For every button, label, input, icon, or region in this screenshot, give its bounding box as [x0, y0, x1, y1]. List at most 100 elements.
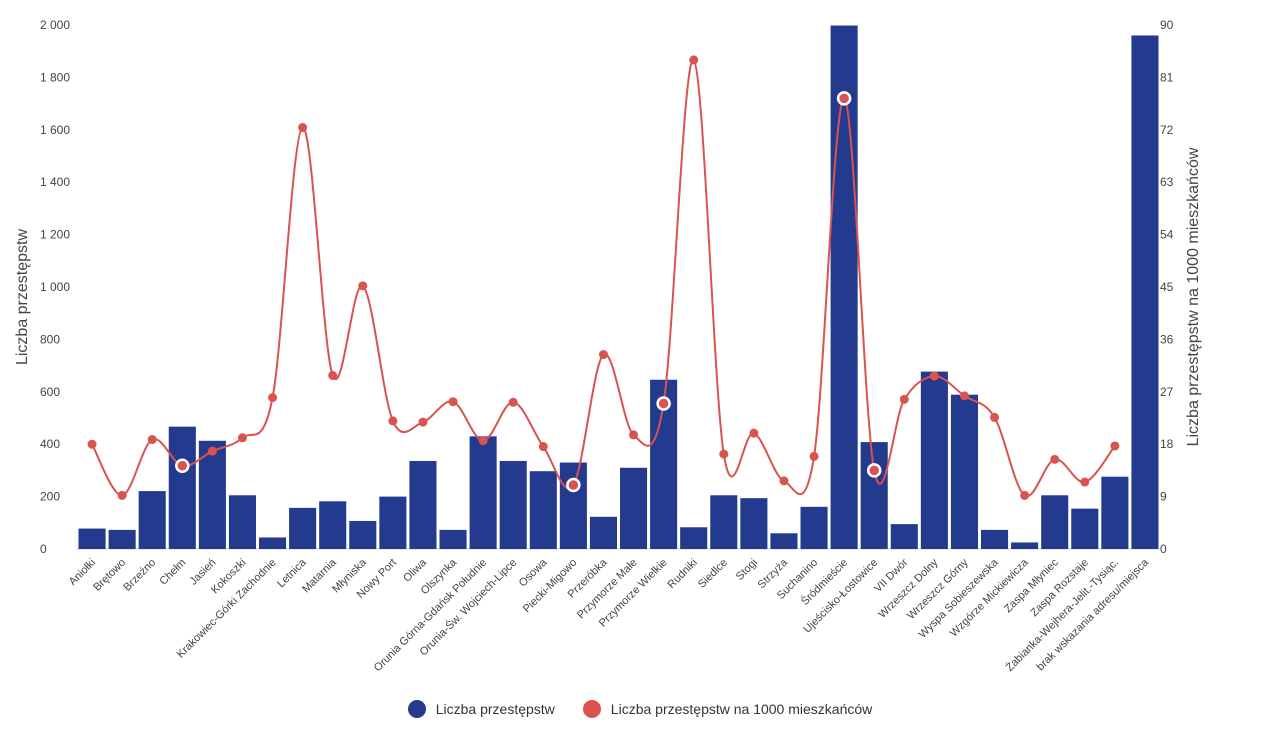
- bar: [379, 496, 407, 549]
- bar: [830, 25, 858, 550]
- y-left-tick-label: 0: [40, 542, 47, 556]
- line-point: [87, 439, 97, 449]
- line-point: [448, 397, 458, 407]
- bar: [800, 506, 828, 549]
- bar: [529, 471, 557, 549]
- line-point: [328, 370, 338, 380]
- bar: [409, 460, 437, 549]
- bar: [1101, 476, 1129, 549]
- line-point-highlighted: [866, 463, 882, 478]
- bar: [770, 533, 798, 549]
- y-right-axis-title: Liczba przestępstw na 1000 mieszkańców: [1185, 147, 1202, 446]
- line-point: [508, 397, 518, 407]
- y-left-tick-label: 1 000: [40, 280, 70, 294]
- line-point: [418, 417, 428, 427]
- x-tick-label: Siedlce: [696, 557, 730, 591]
- y-right-tick-label: 72: [1160, 123, 1174, 137]
- y-right-tick-label: 45: [1160, 280, 1174, 294]
- legend-swatch-bars: [407, 700, 426, 718]
- line-point-highlighted: [656, 396, 671, 411]
- bar: [349, 520, 377, 549]
- bar: [890, 524, 918, 549]
- y-left-tick-label: 800: [40, 332, 60, 346]
- bar: [710, 495, 738, 549]
- y-left-tick-label: 400: [40, 437, 60, 451]
- legend-label-bars: Liczba przestępstw: [435, 701, 555, 717]
- bar: [469, 436, 497, 549]
- combo-chart: 0 200 400 600 800 1 000 1 200 1 400 1 600 1 800 2 …: [14, 18, 1202, 674]
- y-right-tick-label: 9: [1160, 490, 1167, 504]
- bar: [981, 529, 1009, 549]
- bar: [589, 516, 617, 549]
- y-right-tick-label: 18: [1160, 437, 1174, 451]
- y-left-tick-label: 600: [40, 385, 60, 399]
- bar: [1011, 542, 1039, 549]
- x-tick-label: Brzeźno: [121, 557, 158, 594]
- line-point: [298, 122, 308, 132]
- line-point: [749, 428, 759, 438]
- bar: [559, 462, 587, 549]
- line-point: [629, 430, 639, 440]
- bar: [228, 495, 256, 549]
- y-right-tick-label: 54: [1160, 228, 1174, 242]
- bar: [920, 371, 948, 549]
- bar: [78, 528, 106, 549]
- bar: [289, 507, 317, 549]
- chart-legend: Liczba przestępstw Liczba przestępstw na…: [0, 700, 1280, 718]
- line-point: [1050, 454, 1060, 464]
- bar: [1131, 35, 1159, 550]
- line-point: [478, 436, 488, 446]
- bar: [950, 394, 978, 549]
- line-point: [538, 442, 548, 452]
- line-point: [1110, 441, 1120, 451]
- line-point: [358, 281, 368, 291]
- line-point-highlighted: [836, 91, 852, 106]
- line-point: [117, 490, 127, 500]
- y-right-tick-label: 0: [1160, 542, 1167, 556]
- y-left-axis-title: Liczba przestępstw: [14, 229, 31, 366]
- line-point: [809, 451, 819, 461]
- line-point: [689, 55, 699, 65]
- legend-item-line[interactable]: Liczba przestępstw na 1000 mieszkańców: [582, 700, 872, 718]
- x-tick-label: Brętowo: [91, 557, 128, 594]
- legend-item-bars[interactable]: Liczba przestępstw: [407, 700, 555, 718]
- bar: [740, 498, 768, 549]
- line-point: [147, 435, 157, 445]
- legend-swatch-line: [582, 700, 601, 718]
- bar: [1071, 508, 1099, 549]
- y-left-tick-label: 1 600: [40, 123, 70, 137]
- y-right-tick-label: 27: [1160, 385, 1174, 399]
- line-point: [237, 433, 247, 443]
- bar: [499, 460, 527, 549]
- x-tick-label: Oliwa: [401, 556, 430, 585]
- y-right-tick-label: 81: [1160, 70, 1174, 84]
- bar: [439, 529, 467, 549]
- bar: [680, 527, 708, 549]
- line-point-highlighted: [175, 458, 190, 473]
- line-point: [899, 394, 909, 404]
- y-left-tick-label: 1 400: [40, 175, 70, 189]
- line-point: [598, 350, 608, 360]
- y-left-tick-label: 2 000: [40, 18, 70, 32]
- y-left-tick-label: 1 200: [40, 228, 70, 242]
- bar: [620, 467, 648, 549]
- y-right-tick-label: 63: [1160, 175, 1174, 189]
- line-point: [207, 446, 217, 456]
- line-point: [1020, 490, 1030, 500]
- y-right-tick-label: 36: [1160, 332, 1174, 346]
- line-point: [719, 449, 729, 459]
- line-point: [388, 416, 398, 426]
- y-left-tick-label: 200: [40, 490, 60, 504]
- y-right-tick-label: 90: [1160, 18, 1174, 32]
- line-point: [959, 391, 969, 401]
- bar: [319, 501, 347, 549]
- x-tick-label: Stogi: [734, 557, 760, 583]
- line-point-highlighted: [566, 477, 581, 493]
- y-left-tick-label: 1 800: [40, 70, 70, 84]
- line-point: [929, 371, 939, 381]
- bar: [168, 426, 196, 549]
- line-point: [990, 412, 1000, 422]
- x-tick-label: Chełm: [157, 557, 188, 588]
- line-point: [268, 393, 278, 403]
